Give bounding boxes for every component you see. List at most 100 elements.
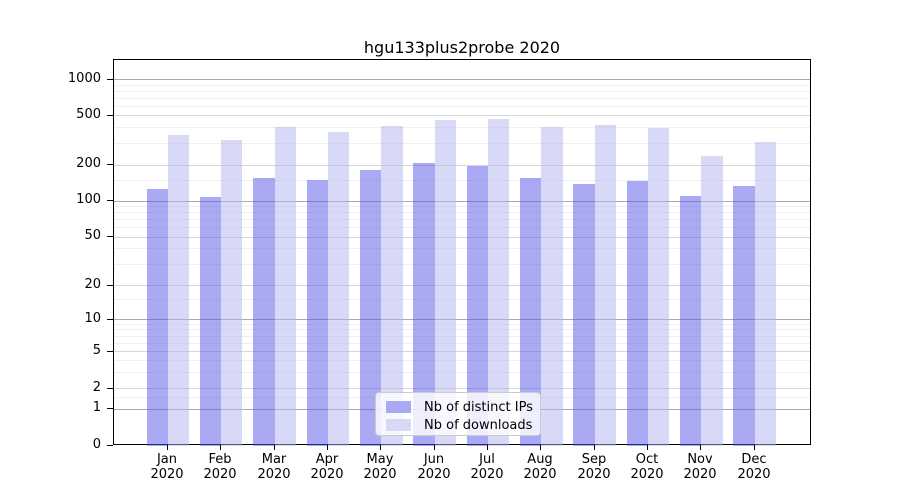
x-tick-label-line: 2020 — [310, 467, 344, 482]
bar-distinct-ips-aug — [520, 177, 542, 446]
y-axis-tick — [107, 115, 113, 116]
gridline-minor — [114, 323, 810, 325]
y-axis-tick — [107, 200, 113, 201]
x-tick-label-line: 2020 — [257, 467, 291, 482]
gridline-mid — [114, 388, 810, 389]
y-tick-label: 10 — [84, 311, 101, 326]
x-tick-label-line: 2020 — [737, 467, 771, 482]
x-tick-label: Jan 2020 — [140, 452, 194, 482]
x-tick-label-line: Oct — [635, 452, 659, 467]
gridline-minor — [114, 90, 810, 92]
x-tick-label-line: 2020 — [683, 467, 717, 482]
x-axis-tick — [754, 445, 755, 450]
legend-label-downloads: Nb of downloads — [424, 417, 533, 433]
bar-downloads-apr — [327, 131, 350, 446]
bar-distinct-ips-jul — [466, 166, 488, 446]
x-tick-label-line: Jun — [423, 452, 445, 467]
legend-item-downloads: Nb of downloads — [386, 417, 540, 433]
y-axis-tick — [107, 351, 113, 352]
gridline-minor — [114, 179, 810, 181]
gridline-minor — [114, 329, 810, 331]
x-tick-label-line: 2020 — [523, 467, 557, 482]
y-tick-label: 100 — [76, 192, 101, 207]
bar-downloads-jan — [167, 134, 190, 446]
gridline-minor — [114, 263, 810, 265]
gridline-major — [114, 200, 810, 202]
x-tick-label: Jul 2020 — [460, 452, 514, 482]
x-tick-label-line: 2020 — [577, 467, 611, 482]
x-axis-tick — [434, 445, 435, 450]
plot-area — [113, 59, 811, 446]
bar-distinct-ips-nov — [680, 196, 702, 446]
legend-label-distinct-ips: Nb of distinct IPs — [424, 399, 533, 415]
bar-distinct-ips-jan — [146, 188, 168, 446]
x-axis-tick — [220, 445, 221, 450]
bar-downloads-jun — [434, 120, 456, 446]
x-tick-label-line: Feb — [208, 452, 232, 467]
y-axis-tick — [107, 445, 113, 446]
gridline-minor — [114, 335, 810, 337]
x-axis-tick — [540, 445, 541, 450]
x-tick-label-line: May — [366, 452, 394, 467]
y-axis-tick — [107, 319, 113, 320]
y-axis-tick — [107, 164, 113, 165]
gridline-minor — [114, 212, 810, 214]
x-tick-label-line: Mar — [261, 452, 287, 467]
gridline-minor — [114, 105, 810, 107]
gridline-minor — [114, 371, 810, 373]
y-tick-label: 2 — [92, 380, 101, 395]
gridline-mid — [114, 164, 810, 166]
y-axis-tick — [107, 408, 113, 409]
bar-distinct-ips-apr — [306, 180, 328, 446]
y-tick-label: 0 — [92, 437, 101, 452]
x-tick-label-line: Nov — [687, 452, 713, 467]
x-tick-label: Jun 2020 — [407, 452, 461, 482]
bar-distinct-ips-dec — [733, 185, 755, 446]
x-axis-tick — [327, 445, 328, 450]
y-tick-label: 200 — [76, 156, 101, 171]
bar-distinct-ips-jun — [413, 162, 435, 446]
bar-distinct-ips-feb — [199, 197, 222, 446]
bar-downloads-mar — [274, 127, 296, 446]
bar-distinct-ips-oct — [626, 180, 648, 446]
x-tick-label-line: 2020 — [417, 467, 451, 482]
legend: Nb of distinct IPs Nb of downloads — [375, 392, 541, 436]
x-tick-label-line: Jan — [156, 452, 178, 467]
x-tick-label: Aug 2020 — [513, 452, 567, 482]
y-tick-label: 1000 — [67, 71, 101, 86]
legend-swatch-downloads-icon — [386, 419, 411, 431]
gridline-minor — [114, 142, 810, 144]
bar-distinct-ips-may — [360, 169, 382, 446]
x-tick-label: Apr 2020 — [300, 452, 354, 482]
gridline-major — [114, 319, 810, 320]
x-tick-label-line: 2020 — [150, 467, 184, 482]
x-axis-tick — [594, 445, 595, 450]
gridline-minor — [114, 84, 810, 86]
gridline-major — [114, 79, 810, 80]
legend-swatch-distinct-ips-icon — [386, 401, 411, 413]
x-tick-label-line: Sep — [581, 452, 607, 467]
bar-downloads-nov — [701, 155, 723, 446]
x-tick-label-line: 2020 — [363, 467, 397, 482]
x-tick-label-line: Dec — [741, 452, 767, 467]
x-tick-label-line: Jul — [479, 452, 495, 467]
x-axis-tick — [274, 445, 275, 450]
gridline-minor — [114, 360, 810, 361]
x-tick-label-line: Apr — [315, 452, 339, 467]
x-tick-label-line: Aug — [527, 452, 553, 467]
gridline-minor — [114, 299, 810, 301]
x-tick-label: Mar 2020 — [247, 452, 301, 482]
gridline-minor — [114, 219, 810, 220]
gridline-mid — [114, 115, 810, 116]
x-tick-label-line: 2020 — [630, 467, 664, 482]
legend-item-distinct-ips: Nb of distinct IPs — [386, 399, 540, 415]
x-axis-tick — [647, 445, 648, 450]
x-tick-label: Dec 2020 — [727, 452, 781, 482]
x-tick-label: Nov 2020 — [673, 452, 727, 482]
y-tick-label: 20 — [84, 277, 101, 292]
gridline-mid — [114, 236, 810, 238]
y-axis-tick — [107, 79, 113, 80]
gridline-minor — [114, 248, 810, 250]
y-axis-tick — [107, 236, 113, 237]
